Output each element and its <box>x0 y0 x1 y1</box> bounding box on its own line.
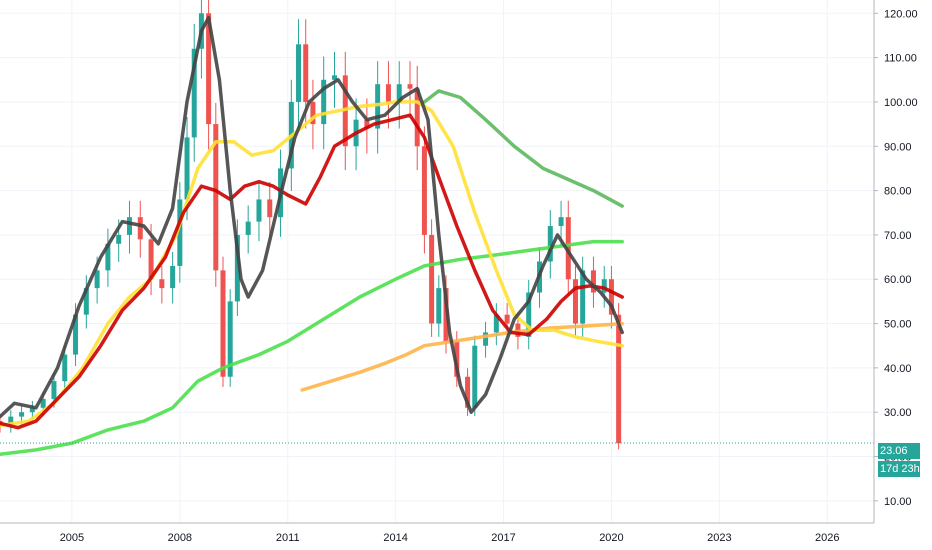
candle <box>421 146 427 235</box>
y-tick-label: 110.00 <box>884 53 917 65</box>
candle <box>191 48 197 138</box>
candle <box>170 265 176 289</box>
y-tick-label: 100.00 <box>884 97 918 109</box>
price-axis[interactable]: 10.0020.0030.0040.0050.0060.0070.0080.00… <box>874 8 918 508</box>
candle <box>436 288 442 324</box>
candle <box>414 88 420 147</box>
candle <box>8 416 14 426</box>
candle <box>177 199 183 266</box>
candle <box>375 84 381 129</box>
candle <box>321 79 327 125</box>
moving-average-line <box>422 89 624 208</box>
x-tick-label: 2005 <box>60 532 84 544</box>
candle <box>234 234 240 302</box>
candle <box>73 314 79 355</box>
candle <box>116 234 122 244</box>
candle <box>256 199 262 222</box>
y-tick-label: 60.00 <box>884 274 912 286</box>
y-tick-label: 10.00 <box>884 496 912 508</box>
bar-countdown-label: 17d 23h <box>878 461 920 477</box>
moving-average-line <box>0 100 624 428</box>
moving-average-line <box>0 15 624 419</box>
y-tick-label: 50.00 <box>884 319 912 331</box>
moving-average-line <box>300 321 624 392</box>
candle <box>364 119 370 129</box>
last-price-label: 23.06 <box>878 443 920 459</box>
x-tick-label: 2008 <box>168 532 192 544</box>
candle <box>310 101 316 125</box>
x-tick-label: 2023 <box>707 532 731 544</box>
candle <box>159 279 165 289</box>
candle <box>94 270 100 289</box>
candle <box>483 332 489 346</box>
candle <box>616 314 622 444</box>
candle <box>558 217 564 227</box>
candle <box>601 279 607 293</box>
x-tick-label: 2011 <box>276 532 300 544</box>
candle <box>296 44 302 102</box>
candle <box>331 75 337 80</box>
candle <box>126 217 132 235</box>
candle <box>590 270 596 293</box>
candle <box>213 124 219 271</box>
y-tick-label: 120.00 <box>884 8 918 20</box>
candle <box>245 221 251 235</box>
candle <box>220 270 226 377</box>
candle <box>580 270 586 324</box>
candle <box>51 381 57 399</box>
time-axis-background <box>0 523 932 550</box>
candle <box>407 84 413 89</box>
x-tick-label: 2020 <box>599 532 623 544</box>
moving-average-line <box>0 239 624 457</box>
candle <box>504 314 510 324</box>
candle <box>148 239 154 280</box>
candle <box>472 345 478 408</box>
candle <box>62 354 68 382</box>
candle <box>565 217 571 280</box>
moving-averages <box>0 15 624 457</box>
candle <box>40 398 46 408</box>
moving-average-line <box>0 113 624 430</box>
y-tick-label: 30.00 <box>884 407 912 419</box>
grid <box>0 0 874 523</box>
candle <box>83 288 89 315</box>
candle <box>19 412 25 417</box>
candle <box>608 279 614 315</box>
candle <box>547 226 553 262</box>
candle <box>105 243 111 271</box>
candle <box>493 314 499 333</box>
y-tick-label: 80.00 <box>884 186 912 198</box>
x-tick-label: 2017 <box>491 532 515 544</box>
candle <box>137 217 143 240</box>
candle <box>526 292 532 337</box>
candle <box>29 407 35 413</box>
candle <box>429 234 435 324</box>
candle <box>465 376 471 408</box>
candle <box>206 13 212 125</box>
candle <box>385 84 391 102</box>
candle <box>227 301 233 377</box>
time-axis[interactable]: 2005 2008 2011 2014 2017 2020 2023 2026 <box>60 532 840 544</box>
y-tick-label: 90.00 <box>884 141 912 153</box>
candle <box>396 84 402 102</box>
candles <box>0 0 622 450</box>
y-tick-label: 70.00 <box>884 230 912 242</box>
candle <box>572 279 578 324</box>
x-tick-label: 2014 <box>383 532 407 544</box>
candle <box>184 137 190 200</box>
candle <box>303 44 309 102</box>
candle <box>267 199 273 218</box>
y-tick-label: 40.00 <box>884 363 912 375</box>
x-tick-label: 2026 <box>815 532 839 544</box>
